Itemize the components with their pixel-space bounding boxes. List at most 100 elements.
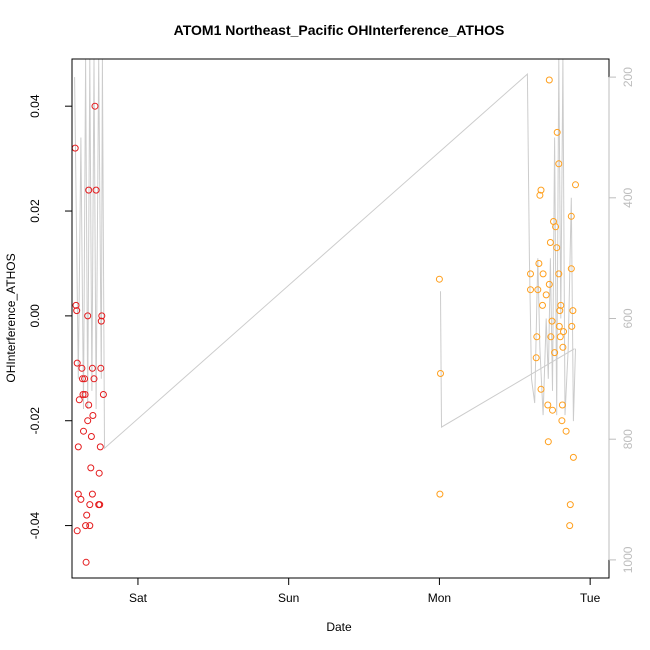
data-point <box>85 186 93 194</box>
x-tick-label: Sun <box>278 591 299 605</box>
data-point <box>553 244 561 252</box>
data-point <box>80 427 87 435</box>
y-tick-label: -0.02 <box>28 407 42 435</box>
data-point <box>555 322 563 330</box>
data-point <box>98 312 106 320</box>
data-point <box>96 443 104 451</box>
data-point <box>74 443 82 451</box>
data-point <box>527 270 534 278</box>
x-tick-label: Sat <box>129 591 148 605</box>
data-point <box>72 301 80 309</box>
data-point <box>559 343 567 351</box>
data-point <box>536 191 544 199</box>
data-point <box>77 495 85 503</box>
data-point <box>535 260 543 267</box>
data-point <box>87 464 95 472</box>
data-point <box>436 490 444 498</box>
altitude-trace-line <box>440 291 575 428</box>
data-point <box>82 558 90 566</box>
data-point <box>551 349 559 357</box>
data-point <box>553 128 561 136</box>
data-point <box>97 364 105 372</box>
data-point <box>544 438 552 446</box>
data-point <box>96 501 104 509</box>
data-point <box>537 385 545 393</box>
data-point <box>99 391 107 398</box>
data-point <box>78 364 86 372</box>
y-axis: -0.04 -0.02 0.00 0.02 0.04 <box>28 94 73 540</box>
data-point <box>566 522 574 530</box>
data-point <box>569 453 577 461</box>
y-tick-label: 0.00 <box>28 304 42 328</box>
data-point <box>73 307 81 315</box>
data-point <box>545 280 553 288</box>
altitude-trace-line <box>74 58 576 450</box>
data-point <box>81 391 89 398</box>
data-point <box>549 406 556 414</box>
data-point <box>437 370 444 377</box>
data-point <box>91 102 99 110</box>
data-point <box>569 307 577 315</box>
data-point <box>546 239 554 246</box>
data-points <box>71 76 579 566</box>
y-tick-label: 0.04 <box>28 94 42 118</box>
data-point <box>92 186 100 194</box>
right-axis-tick-label: 800 <box>621 429 635 449</box>
data-point <box>557 301 565 309</box>
data-point <box>568 322 576 330</box>
data-point <box>73 359 81 367</box>
data-point <box>558 417 566 425</box>
y-tick-label: 0.02 <box>28 199 42 223</box>
data-point <box>75 396 83 404</box>
data-point <box>83 511 91 519</box>
data-point <box>89 412 97 419</box>
data-point <box>545 76 553 84</box>
data-point <box>81 375 89 383</box>
data-point <box>88 490 96 498</box>
right-axis-tick-label: 200 <box>621 67 635 87</box>
right-axis: 200 400 600 800 1000 <box>608 67 635 573</box>
data-point <box>534 286 542 294</box>
data-point <box>547 333 555 341</box>
data-point <box>88 364 96 372</box>
data-point <box>82 522 90 530</box>
y-tick-label: -0.04 <box>28 512 42 540</box>
data-point <box>558 401 566 409</box>
x-tick-label: Mon <box>428 591 451 605</box>
data-point <box>537 186 545 194</box>
data-point <box>560 328 567 336</box>
data-point <box>548 317 556 325</box>
y-axis-label: OHInterference_ATHOS <box>4 253 18 382</box>
data-point <box>539 301 546 309</box>
data-point <box>556 307 564 315</box>
data-point <box>84 312 92 320</box>
data-point <box>566 501 574 509</box>
right-axis-tick-label: 400 <box>621 187 635 207</box>
data-point <box>85 401 93 409</box>
chart-title: ATOM1 Northeast_Pacific OHInterference_A… <box>174 22 505 38</box>
data-point <box>79 375 86 383</box>
data-point <box>527 286 534 294</box>
x-tick-label: Tue <box>580 591 601 605</box>
data-point <box>435 275 443 283</box>
right-axis-tick-label: 1000 <box>621 546 635 573</box>
data-point <box>555 160 563 168</box>
data-point <box>79 391 87 398</box>
x-axis-label: Date <box>326 620 352 634</box>
data-point <box>532 354 540 362</box>
right-axis-tick-label: 600 <box>621 308 635 328</box>
data-point <box>552 223 560 231</box>
data-point <box>556 333 564 341</box>
data-point <box>533 333 541 341</box>
x-axis: Sat Sun Mon Tue <box>129 577 601 605</box>
data-point <box>567 212 575 220</box>
data-point <box>87 433 95 440</box>
data-point <box>95 469 103 477</box>
data-point <box>542 291 550 299</box>
data-point <box>86 501 94 509</box>
data-point <box>572 181 579 189</box>
data-point <box>73 527 81 535</box>
data-point <box>97 317 105 325</box>
data-point <box>90 375 98 383</box>
